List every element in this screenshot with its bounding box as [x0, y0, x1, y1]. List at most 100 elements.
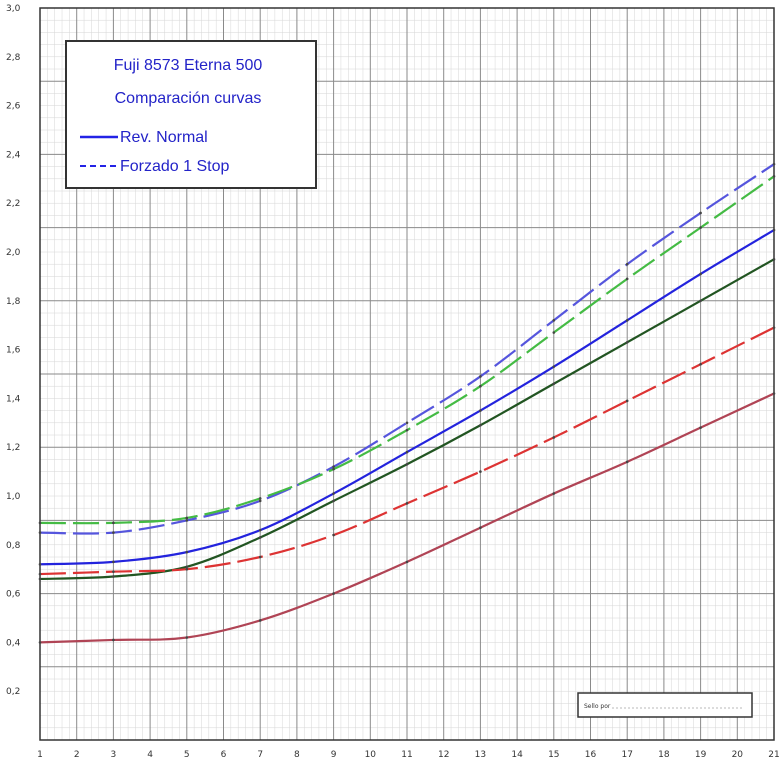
- data-point: [625, 399, 629, 403]
- data-point: [699, 211, 702, 215]
- series-line-2: [39, 175, 775, 525]
- data-point: [258, 499, 262, 503]
- data-point: [258, 619, 262, 622]
- x-tick-label: 14: [511, 750, 523, 760]
- data-point: [772, 258, 776, 261]
- stamp-frame: [577, 692, 753, 718]
- data-point: [38, 563, 42, 566]
- data-point: [699, 226, 702, 229]
- data-point: [332, 492, 335, 495]
- data-point: [699, 272, 702, 276]
- y-tick-label: 1,2: [6, 443, 20, 453]
- data-point: [479, 423, 482, 427]
- data-point: [479, 375, 482, 378]
- data-point: [332, 533, 335, 537]
- y-tick-label: 2,8: [6, 53, 21, 63]
- data-point: [479, 384, 482, 388]
- data-point: [552, 492, 556, 495]
- data-point: [258, 528, 262, 532]
- data-point: [699, 426, 702, 429]
- y-tick-label: 1,0: [6, 492, 21, 502]
- data-point: [699, 362, 702, 366]
- x-tick-label: 4: [147, 750, 153, 760]
- x-tick-label: 5: [184, 750, 190, 760]
- data-point: [38, 531, 42, 534]
- data-point: [625, 277, 629, 281]
- data-point: [405, 450, 409, 454]
- data-point: [332, 499, 335, 503]
- data-point: [772, 326, 776, 329]
- chart-title-line-2: Comparación curvas: [115, 90, 262, 107]
- y-axis-ticks: 0,2 0,4 0,6 0,8 1,0 1,2 1,4 1,6 1,8 2,0 2,2 2,4 2,6 2…: [6, 4, 21, 697]
- x-tick-label: 19: [695, 750, 707, 760]
- x-tick-label: 2: [74, 750, 80, 760]
- x-tick-label: 9: [331, 750, 337, 760]
- plot-frame: [39, 7, 775, 741]
- y-tick-label: 2,2: [6, 199, 20, 209]
- x-tick-label: 16: [585, 750, 597, 760]
- y-tick-label: 2,4: [6, 150, 21, 160]
- y-tick-label: 1,8: [6, 297, 21, 307]
- data-point: [38, 641, 42, 644]
- data-point: [479, 526, 482, 530]
- stamp-box: Sello por: [577, 692, 753, 718]
- data-point: [699, 299, 702, 303]
- data-point: [625, 340, 629, 344]
- data-point: [185, 567, 189, 571]
- x-tick-label: 6: [221, 750, 227, 760]
- x-tick-label: 3: [111, 750, 117, 760]
- data-point: [552, 365, 556, 368]
- data-point: [112, 570, 115, 573]
- data-point: [772, 392, 776, 395]
- data-point: [479, 409, 482, 412]
- stamp-label: Sello por: [584, 703, 611, 710]
- y-tick-label: 3,0: [6, 4, 21, 14]
- data-point: [625, 319, 629, 322]
- y-tick-label: 0,4: [6, 638, 21, 648]
- data-point: [772, 162, 776, 166]
- x-tick-label: 8: [294, 750, 300, 760]
- x-tick-label: 21: [768, 750, 779, 760]
- legend: Fuji 8573 Eterna 500 Comparación curvas …: [65, 40, 317, 189]
- data-point: [185, 636, 189, 639]
- x-tick-label: 12: [438, 750, 449, 760]
- data-point: [405, 560, 409, 564]
- data-point: [185, 565, 189, 569]
- data-point: [552, 331, 556, 334]
- data-point: [185, 519, 189, 522]
- data-point: [258, 497, 262, 500]
- x-axis-ticks: 1 2 3 4 5 6 7 8 9 10 11 12 13 14 15 16 17 18 19 20 21: [37, 750, 779, 760]
- data-point: [332, 592, 335, 595]
- x-tick-label: 10: [365, 750, 377, 760]
- data-point: [772, 175, 776, 178]
- data-point: [112, 638, 115, 642]
- y-tick-label: 0,6: [6, 590, 21, 600]
- series-layer: [38, 162, 776, 644]
- series-line-3: [39, 229, 775, 566]
- y-tick-label: 2,6: [6, 102, 21, 112]
- data-point: [552, 436, 556, 439]
- data-point: [332, 467, 335, 471]
- y-tick-label: 1,4: [6, 394, 21, 404]
- x-tick-label: 13: [475, 750, 486, 760]
- data-point: [405, 428, 409, 432]
- y-tick-label: 0,8: [6, 541, 21, 551]
- data-point: [112, 560, 115, 564]
- x-tick-label: 18: [658, 750, 670, 760]
- data-point: [38, 521, 42, 525]
- data-point: [258, 536, 262, 539]
- data-point: [258, 555, 262, 559]
- series-line-1: [39, 163, 775, 535]
- data-point: [112, 521, 115, 525]
- y-tick-label: 0,2: [6, 687, 20, 697]
- data-point: [332, 465, 335, 469]
- chart-title-line-1: Fuji 8573 Eterna 500: [114, 57, 263, 74]
- series-line-5: [39, 326, 775, 576]
- x-tick-label: 20: [732, 750, 744, 760]
- x-tick-label: 17: [621, 750, 632, 760]
- y-tick-label: 1,6: [6, 346, 21, 356]
- data-point: [185, 550, 189, 554]
- data-point: [625, 262, 629, 266]
